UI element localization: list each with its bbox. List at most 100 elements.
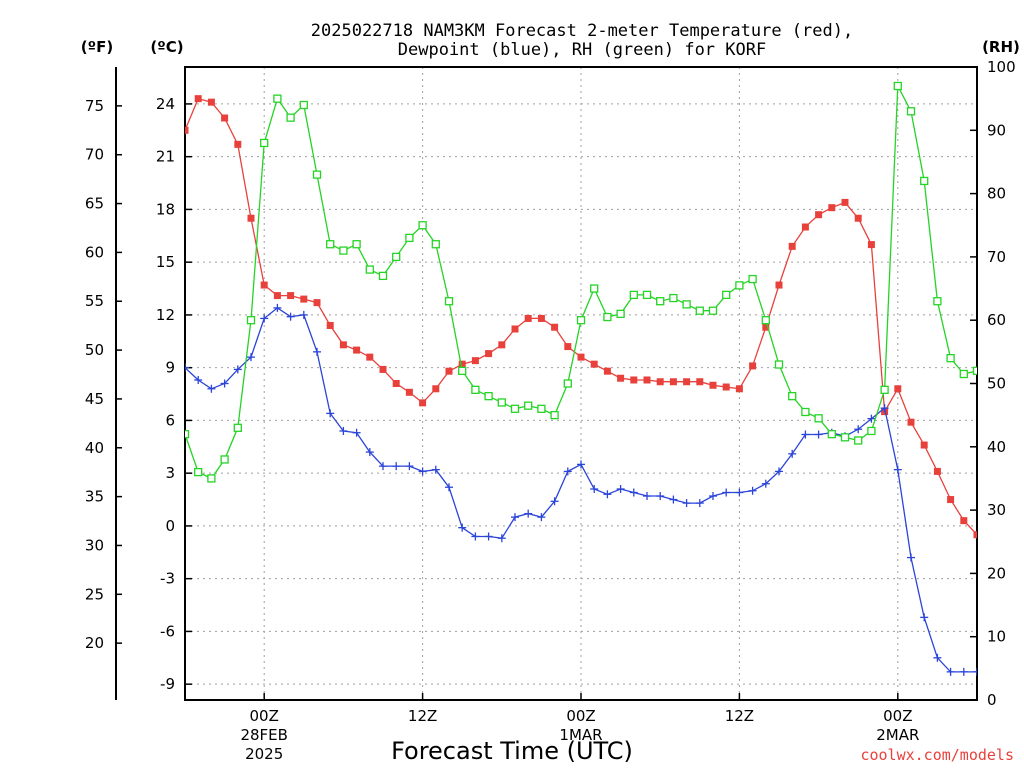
temperature-point	[498, 341, 506, 349]
temperature-point	[405, 388, 413, 396]
rh-point	[246, 316, 256, 325]
dewpoint-point	[788, 449, 797, 458]
rh-point	[708, 306, 718, 315]
temperature-point	[234, 140, 242, 148]
celsius-tick-label: -6	[160, 622, 175, 640]
plot-frame	[184, 66, 978, 701]
celsius-tick-label: 0	[165, 517, 175, 535]
dewpoint-point	[775, 467, 783, 476]
temperature-point	[920, 441, 928, 449]
rh-tick-label: 20	[987, 564, 1006, 582]
x-tick-label: 12Z	[408, 707, 437, 725]
rh-point	[616, 309, 625, 319]
temperature-point	[867, 241, 875, 249]
temperature-point	[894, 385, 902, 393]
rh-tick-label: 50	[987, 375, 1006, 393]
temperature-point	[801, 223, 809, 231]
temperature-point	[551, 323, 559, 331]
x-tick-label: 00Z	[250, 707, 279, 725]
dewpoint-point	[418, 467, 427, 476]
rh-point	[682, 300, 691, 309]
tick-labels: -9-6-30369121518212420253035404550556065…	[85, 58, 1016, 763]
rh-tick-label: 60	[987, 311, 1006, 329]
rh-unit-label: (RH)	[982, 38, 1020, 56]
dewpoint-point	[247, 353, 255, 362]
fahrenheit-unit-label: (ºF)	[81, 38, 113, 56]
dewpoint-point	[656, 492, 665, 501]
rh-point	[378, 271, 388, 281]
dewpoint-point	[669, 495, 678, 504]
rh-point	[656, 297, 665, 306]
fahrenheit-tick-label: 25	[85, 585, 104, 603]
rh-point	[352, 240, 361, 249]
celsius-tick-label: -3	[160, 570, 175, 588]
temperature-point	[683, 378, 691, 386]
dewpoint-point	[524, 509, 533, 518]
temperature-point	[221, 114, 229, 122]
dewpoint-point	[550, 497, 559, 506]
rh-tick-label: 10	[987, 628, 1006, 646]
rh-point	[880, 385, 889, 394]
dewpoint-point	[814, 430, 823, 439]
dewpoint-point	[207, 384, 216, 393]
rh-point	[563, 379, 572, 388]
rh-point	[458, 366, 467, 375]
dewpoint-point	[339, 426, 348, 435]
dewpoint-point	[722, 488, 731, 497]
rh-tick-label: 100	[987, 58, 1016, 76]
rh-point	[695, 306, 704, 315]
temperature-point	[630, 376, 638, 384]
temperature-point	[287, 292, 295, 300]
rh-point	[497, 398, 506, 407]
temperature-point	[379, 365, 387, 373]
dewpoint-point	[352, 428, 361, 437]
rh-point	[629, 290, 638, 300]
temperature-point	[194, 95, 202, 103]
temperature-point	[366, 353, 374, 361]
fahrenheit-tick-label: 20	[85, 634, 104, 652]
source-credit: coolwx.com/models	[860, 746, 1014, 764]
celsius-tick-label: 21	[156, 148, 175, 166]
dewpoint-point	[643, 492, 651, 501]
temperature-point	[207, 98, 215, 106]
dewpoint-point	[893, 465, 902, 474]
dewpoint-point	[563, 467, 572, 476]
temperature-point	[696, 378, 704, 386]
temperature-point	[960, 517, 968, 525]
dewpoint-point	[471, 532, 480, 541]
series-line	[185, 83, 977, 480]
rh-tick-label: 90	[987, 121, 1006, 139]
temperature-point	[564, 343, 572, 351]
dewpoint-point	[709, 492, 717, 501]
temperature-point	[432, 385, 440, 393]
rh-point	[392, 252, 401, 262]
temperature-point	[762, 323, 770, 331]
temperature-point	[775, 281, 783, 289]
temperature-point	[788, 242, 796, 250]
dewpoint-point	[959, 667, 968, 676]
x-tick-date-label: 28FEB	[240, 726, 287, 744]
rh-point	[510, 404, 520, 413]
temperature-point	[590, 360, 598, 368]
dewpoint-point	[233, 365, 242, 374]
rh-point	[906, 107, 916, 116]
temperature-point	[907, 418, 915, 426]
x-tick-label: 00Z	[883, 707, 912, 725]
celsius-tick-label: 6	[165, 411, 175, 429]
temperature-point	[933, 467, 941, 475]
rh-point	[761, 316, 770, 325]
rh-point	[972, 366, 977, 375]
rh-point	[444, 297, 454, 306]
temperature-point	[445, 367, 453, 375]
rh-tick-label: 80	[987, 185, 1006, 203]
temperature-point	[537, 314, 545, 322]
rh-point	[286, 113, 295, 122]
rh-point	[524, 401, 533, 410]
rh-point	[722, 290, 731, 300]
data-series	[185, 81, 977, 676]
rh-point	[920, 176, 929, 186]
rh-point	[801, 407, 810, 417]
dewpoint-point	[920, 613, 929, 622]
rh-point	[233, 423, 242, 432]
